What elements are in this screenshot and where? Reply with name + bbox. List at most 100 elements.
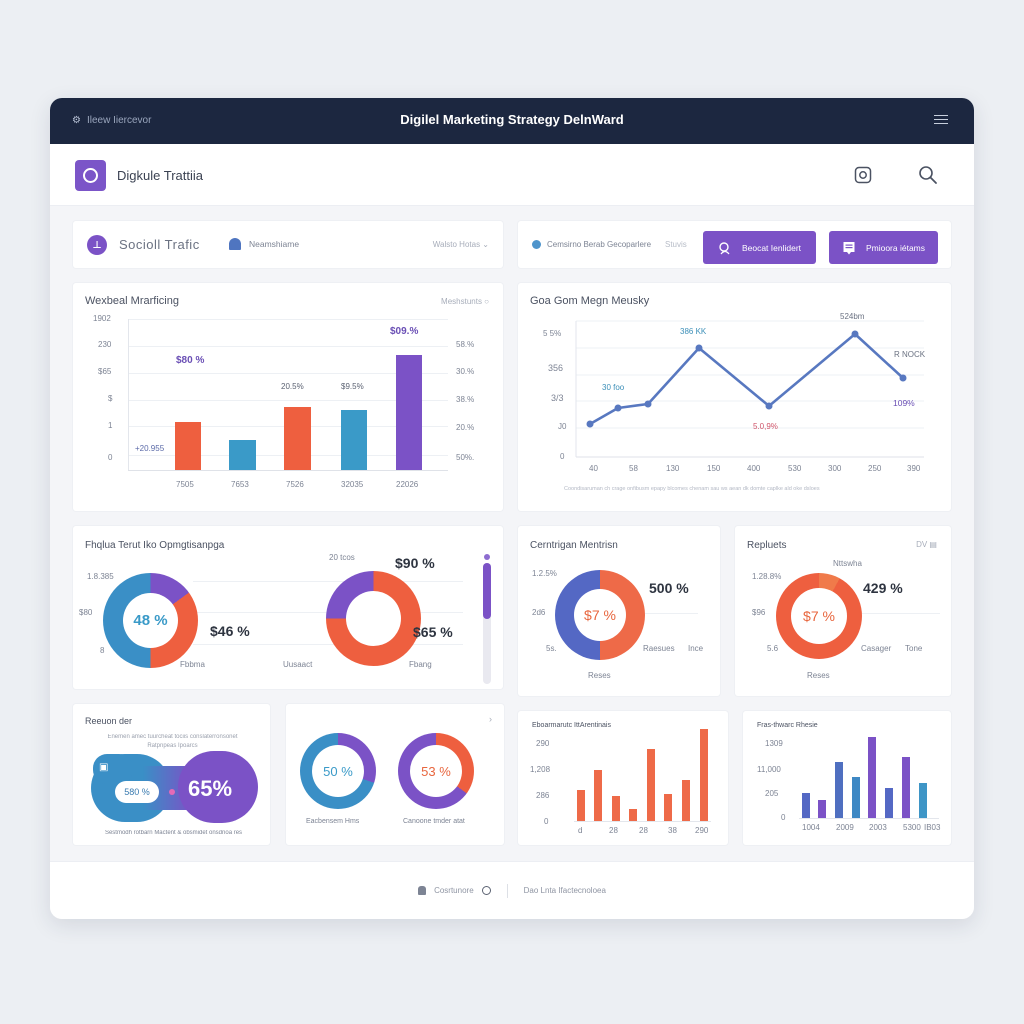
bar[interactable] [284,407,311,470]
export-report-button[interactable]: Pmioora iétams [829,231,938,264]
bar[interactable] [594,770,602,821]
bar[interactable] [682,780,690,821]
footer-left-link[interactable]: Cosrtunore [434,886,474,895]
donut-center-value: 53 % [410,745,462,797]
panel-description: Enemen amec tuurcheat tociis conslaterro… [107,734,238,740]
x-tick: 5300 [903,823,921,832]
donut-label: Reses [807,671,830,680]
bar-plot [799,733,939,818]
bar[interactable] [868,737,876,818]
scrollbar-track[interactable] [483,563,491,684]
social-report-label: Beocat Ienlidert [741,242,802,253]
y2-tick: 20.% [456,423,475,432]
web-marketing-chart-card: Wexbeal Mrarficing Meshstunts ○ 1902 230… [73,283,503,511]
bar[interactable] [629,809,637,821]
window-title: Digilel Marketing Strategy DelnWard [400,112,624,127]
chart-title: Fras-thwarc Rhesie [757,722,818,729]
export-report-label: Pmioora iétams [865,242,926,253]
segment-dropdown[interactable]: Neamshiame [249,239,300,249]
retention-left-value: 580 % [115,781,159,803]
bar[interactable] [700,729,708,821]
donut-chart[interactable]: 50 % [300,733,376,809]
footer-right-link[interactable]: Dao Lnta Ifactecnoloea [523,886,606,895]
bar[interactable] [919,783,927,818]
x-tick: 40 [589,464,598,473]
donut-label: Ince [688,644,704,653]
bar[interactable] [175,422,201,470]
x-tick: 58 [629,464,638,473]
donut-chart[interactable]: $7 % [776,573,862,659]
panel-description: Ratpnpeas Ipoarcs [147,743,198,749]
donut-label: Raesues [643,644,675,653]
donut-chart[interactable]: 53 % [398,733,474,809]
donut-hole [346,591,401,646]
x-tick: 290 [695,826,709,835]
donut-label: 1.28.8% [752,572,782,581]
bar[interactable] [229,440,256,470]
bar[interactable] [802,793,810,818]
y2-tick: 58.% [456,340,475,349]
donut-label: 8 [100,646,105,655]
y-tick: 205 [765,789,779,798]
line-annotation: 109% [893,398,915,408]
bar-annotation: 20.5% [281,382,304,391]
donut-chart[interactable]: 48 % [103,573,198,668]
bar[interactable] [612,796,620,821]
x-tick: 1004 [802,823,820,832]
donut-label: Casager [861,644,892,653]
donut-label: Reses [588,671,611,680]
bar[interactable] [396,355,422,470]
donut-label: Uusaact [283,660,313,669]
instagram-button[interactable] [851,163,875,187]
donut-center-value: 50 % [312,745,364,797]
filter-sublabel: Stuvis [665,240,687,249]
y2-tick: 50%. [456,453,475,462]
retention-shape-right [178,751,258,823]
panel-expand-icon[interactable]: › [489,714,492,724]
user-search-icon [719,241,730,254]
bar-annotation: $9.5% [341,382,364,391]
donut-chart[interactable] [326,571,421,666]
bar[interactable] [902,757,910,818]
donut-label: 1.8.385 [87,572,114,581]
hamburger-menu-icon[interactable] [934,112,948,126]
social-report-button[interactable]: Beocat Ienlidert [703,231,816,264]
date-range-dropdown[interactable]: Walsto Hotas ⌄ [432,240,489,249]
scroll-up-icon[interactable] [484,554,490,560]
status-dot-icon [532,240,541,249]
bar[interactable] [647,749,655,821]
y-tick: 3/3 [551,393,564,403]
y-tick: 1 [108,421,113,430]
donut-center-value: $7 % [791,588,847,644]
panel-options[interactable]: DV ▤ [916,540,937,549]
bar[interactable] [341,410,367,470]
settings-icon[interactable] [481,886,491,895]
mini-bar-chart-1: Eboarmarutc IttArentinais 290 1,208 286 … [518,711,728,845]
donut-label: Fbbma [180,660,205,669]
donut-label: Eacbensem Hms [306,818,360,825]
panel-title: Repluets [747,540,787,551]
scrollbar-thumb[interactable] [483,563,491,619]
filter-bar-right: Cemsirno Berab Gecoparlere Stuvis Beocat… [518,221,951,268]
bar[interactable] [664,794,672,821]
donut-label: 5.6 [767,644,779,653]
bar[interactable] [577,790,585,821]
mini-bar-chart-2: Fras-thwarc Rhesie 1309 11,000 205 0 100… [743,711,951,845]
bar[interactable] [835,762,843,818]
line-annotation: 524bm [840,312,865,321]
x-tick: IB03 [924,823,941,832]
x-tick: 38 [668,826,677,835]
donut-label: Canoone tmder atat [403,818,465,825]
y-tick: J0 [558,422,567,431]
panel-title: Cerntrigan Mentrisn [530,540,618,551]
bar[interactable] [852,777,860,818]
segment-icon [229,238,241,250]
chart-options[interactable]: Meshstunts ○ [441,297,489,306]
search-button[interactable] [916,163,940,187]
donut-panel-a: Fhqlua Terut Iko Opmgtisanpga 1.8.385 $8… [73,526,503,689]
bar[interactable] [818,800,826,818]
donut-chart[interactable]: $7 % [555,570,645,660]
chart-caption: Coondisaruman ch crage onfibusm epapy bl… [564,486,820,492]
search-icon [919,166,937,184]
bar[interactable] [885,788,893,818]
